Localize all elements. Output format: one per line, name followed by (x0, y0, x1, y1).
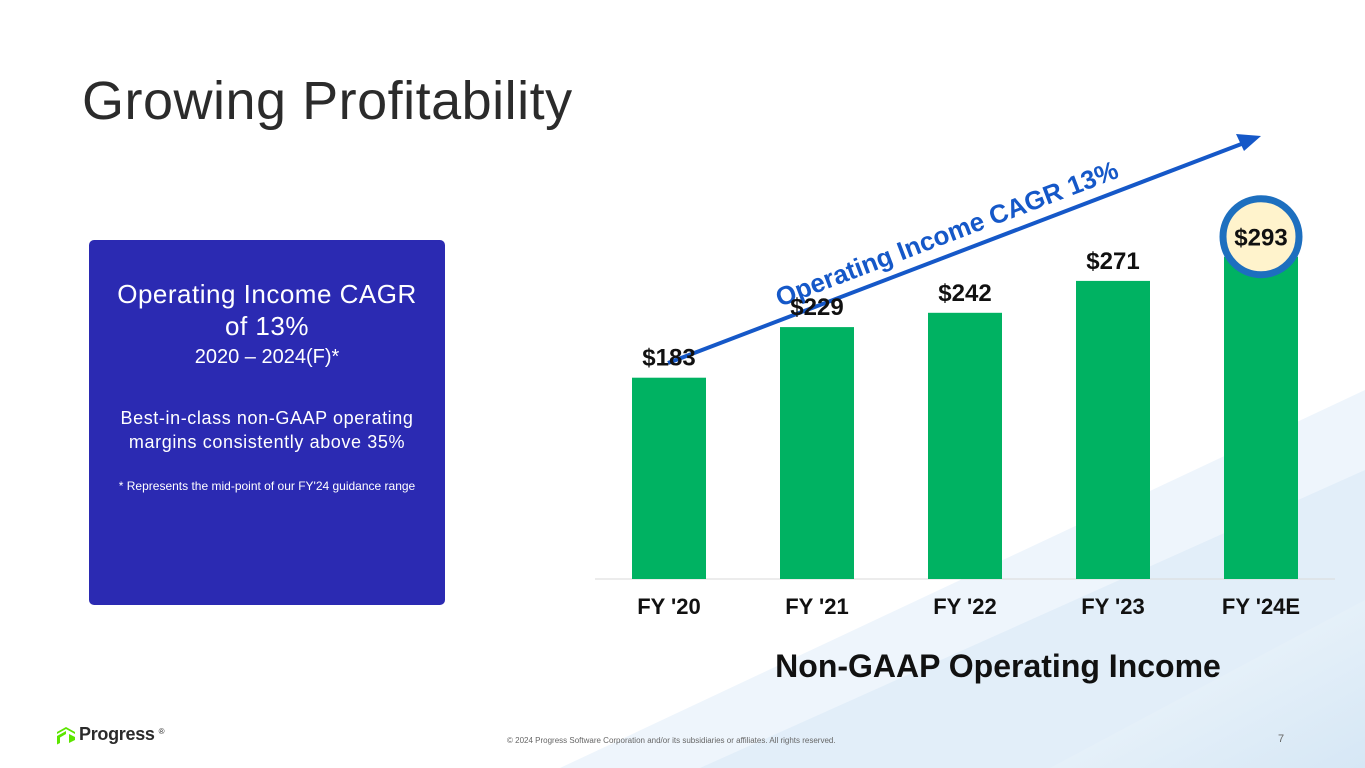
copyright-notice: © 2024 Progress Software Corporation and… (507, 736, 836, 745)
cagr-trend-arrow (667, 141, 1245, 365)
bar (780, 327, 854, 579)
callout-date-range: 2020 – 2024(F)* (194, 346, 340, 368)
cagr-callout-box: Operating Income CAGR of 13% 2020 – 2024… (89, 240, 445, 605)
data-label: $271 (1086, 248, 1139, 275)
x-tick-label: FY '21 (785, 594, 849, 619)
bar (1224, 256, 1298, 579)
progress-logo-icon (57, 726, 75, 744)
callout-description: Best-in-class non-GAAP operating margins… (120, 408, 414, 452)
bar (1076, 280, 1150, 579)
x-tick-label: FY '22 (933, 594, 997, 619)
page-title: Growing Profitability (82, 71, 573, 131)
logo-text: Progress (79, 724, 155, 744)
x-tick-label: FY '20 (637, 594, 701, 619)
logo-registered-mark: ® (158, 727, 165, 736)
data-label: $293 (1234, 225, 1287, 252)
x-tick-label: FY '24E (1222, 594, 1300, 619)
page-number: 7 (1278, 733, 1285, 745)
progress-logo: Progress ® (57, 724, 165, 745)
chart-title: Non-GAAP Operating Income (775, 648, 1221, 684)
data-label: $242 (938, 280, 991, 307)
data-label: $183 (642, 345, 695, 372)
x-tick-label: FY '23 (1081, 594, 1145, 619)
cagr-arrow-head (1236, 134, 1261, 151)
callout-headline: Operating Income CAGR of 13% (117, 279, 417, 341)
data-label: $229 (790, 294, 843, 321)
bar (928, 312, 1002, 579)
callout-footnote: * Represents the mid-point of our FY'24 … (118, 479, 416, 493)
highlight-ring (1219, 195, 1303, 279)
bar (632, 377, 706, 579)
